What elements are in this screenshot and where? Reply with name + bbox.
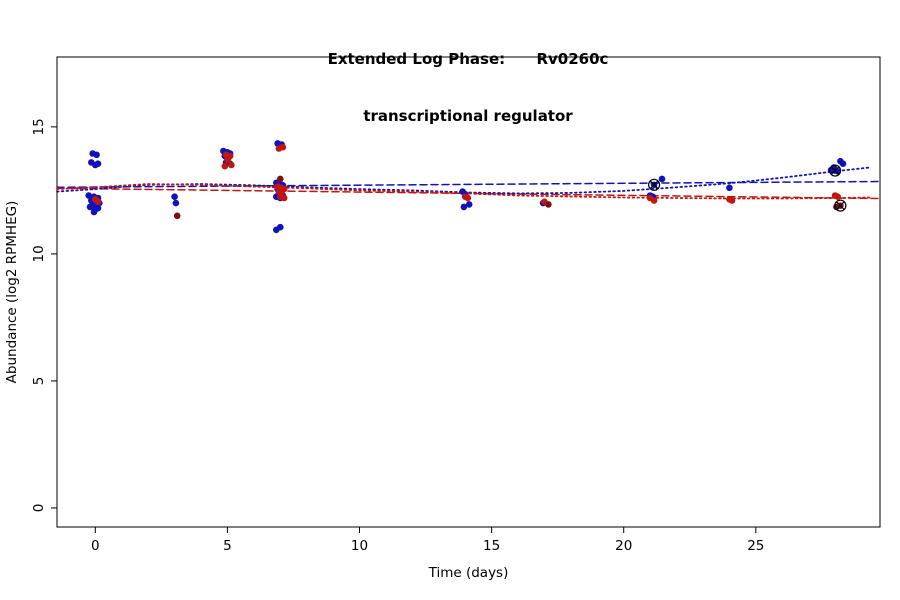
y-axis: 0 5 10 15 xyxy=(31,118,57,512)
data-point xyxy=(545,201,552,208)
y-tick-label: 10 xyxy=(31,245,47,262)
data-point xyxy=(650,197,658,204)
data-point xyxy=(275,145,283,152)
flag-x-icon xyxy=(830,166,840,175)
flag-circle-icon xyxy=(834,199,847,212)
x-tick-label: 10 xyxy=(351,538,368,554)
plot-box xyxy=(56,56,881,528)
data-point xyxy=(464,194,472,202)
data-point xyxy=(171,193,178,200)
data-point xyxy=(94,198,102,206)
flag-x-icon xyxy=(836,201,845,210)
data-point xyxy=(92,161,99,169)
red-linear-fit-line xyxy=(56,187,881,200)
data-point xyxy=(465,201,473,208)
x-tick-label: 0 xyxy=(91,538,100,554)
y-tick-label: 0 xyxy=(31,504,47,513)
data-point xyxy=(658,175,666,183)
data-point xyxy=(460,203,468,211)
y-tick-label: 5 xyxy=(31,377,47,386)
data-point xyxy=(728,197,736,204)
data-point xyxy=(90,208,98,216)
data-point xyxy=(86,203,94,211)
flagged-points xyxy=(648,164,847,212)
x-tick-label: 15 xyxy=(483,538,500,554)
flag-x-icon xyxy=(649,180,659,190)
data-point xyxy=(228,161,235,169)
y-axis-label: Abundance (log2 RPMHEG) xyxy=(4,201,20,384)
data-point xyxy=(834,193,841,200)
data-point xyxy=(173,212,181,220)
data-point xyxy=(221,162,229,170)
data-point xyxy=(726,184,733,192)
blue-linear-fit-line xyxy=(56,180,881,189)
data-point xyxy=(172,199,180,207)
flag-circle-icon xyxy=(828,164,842,177)
x-axis-label: Time (days) xyxy=(428,565,509,581)
condition-red-points xyxy=(92,143,841,206)
x-axis: 0 5 10 15 20 25 xyxy=(91,527,764,554)
data-point xyxy=(93,151,100,159)
x-tick-label: 5 xyxy=(223,538,232,554)
y-tick-label: 15 xyxy=(31,118,47,135)
x-tick-label: 25 xyxy=(747,538,764,554)
data-point xyxy=(85,192,92,199)
x-tick-label: 20 xyxy=(615,538,632,554)
data-point xyxy=(277,175,284,183)
data-point xyxy=(839,160,847,167)
data-point xyxy=(273,226,280,234)
data-point xyxy=(224,156,231,164)
data-point xyxy=(280,194,288,202)
flag-circle-icon xyxy=(648,178,661,191)
